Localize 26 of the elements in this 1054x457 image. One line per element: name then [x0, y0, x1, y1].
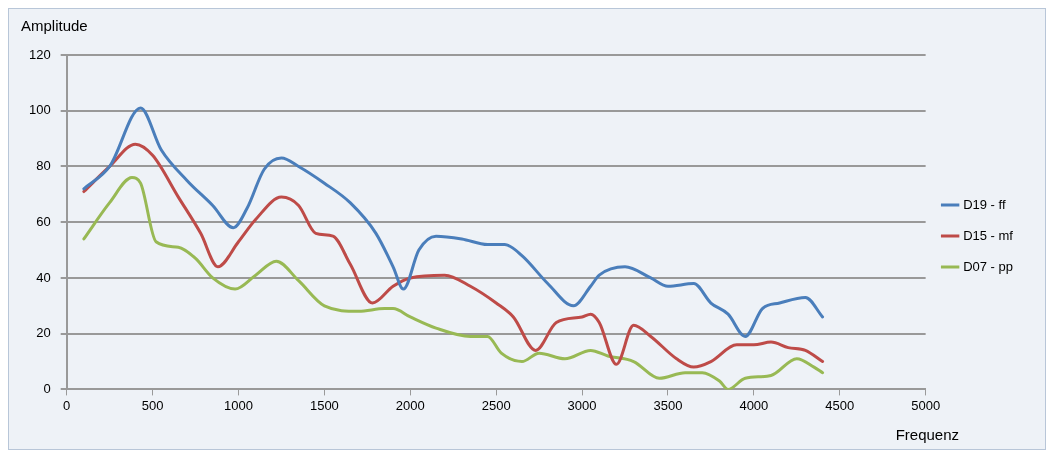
y-tick-label: 100	[28, 102, 51, 118]
x-tick-label: 0	[63, 397, 71, 413]
x-tick-label: 1000	[224, 397, 253, 413]
x-tick-label: 4000	[739, 397, 769, 413]
x-tick-label: 3500	[653, 397, 683, 413]
x-tick-label: 1500	[309, 397, 339, 413]
y-tick-label: 40	[36, 269, 51, 285]
y-tick-label: 80	[36, 158, 51, 174]
x-tick-label: 4500	[825, 397, 855, 413]
y-tick-label: 60	[36, 213, 51, 229]
x-tick-label: 5000	[911, 397, 941, 413]
y-axis-title: Amplitude	[21, 16, 88, 34]
y-tick-label: 20	[36, 325, 51, 341]
legend-label: D19 - ff	[963, 196, 1006, 212]
line-series	[82, 106, 825, 338]
x-tick-label: 2000	[395, 397, 425, 413]
legend-label: D07 - pp	[963, 258, 1014, 274]
x-tick-label: 2500	[481, 397, 511, 413]
x-tick-label: 500	[141, 397, 164, 413]
x-axis-title: Frequenz	[895, 425, 960, 443]
x-tick-label: 3000	[567, 397, 597, 413]
y-tick-label: 120	[28, 46, 51, 62]
line-series	[82, 142, 825, 369]
line-series	[82, 176, 825, 390]
y-tick-label: 0	[43, 380, 51, 396]
legend-label: D15 - mf	[963, 227, 1014, 243]
